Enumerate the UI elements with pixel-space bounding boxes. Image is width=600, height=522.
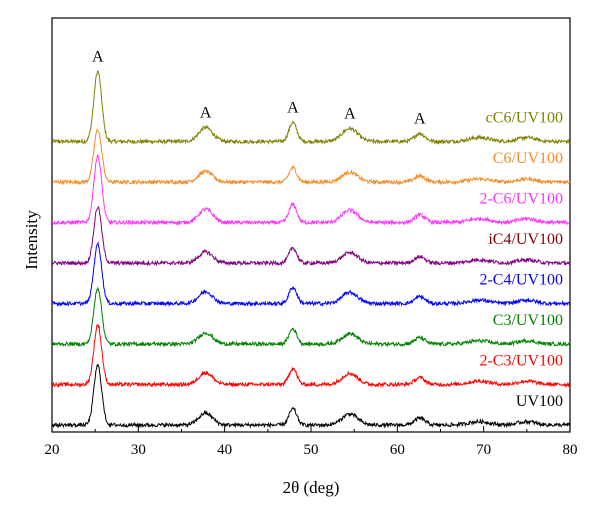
series-label: iC4/UV100	[488, 231, 563, 248]
series-label: C3/UV100	[493, 312, 563, 329]
x-tick-label: 60	[390, 442, 405, 458]
x-tick-label: 50	[304, 442, 319, 458]
series-trace	[51, 128, 571, 186]
peak-label: A	[92, 49, 104, 66]
y-axis-label: Intensity	[22, 210, 41, 270]
traces	[51, 70, 571, 429]
series-label: 2-C3/UV100	[479, 353, 563, 370]
x-tick-label: 30	[131, 442, 146, 458]
series-label: 2-C6/UV100	[479, 191, 563, 208]
peak-label: A	[200, 105, 212, 122]
x-axis-ticks: 20 30 40 50 60 70 80	[45, 426, 578, 458]
series-trace	[51, 363, 571, 429]
x-tick-label: 70	[476, 442, 491, 458]
peak-label: A	[344, 106, 356, 123]
x-tick-label: 20	[45, 442, 60, 458]
plot-frame	[51, 17, 571, 433]
series-trace	[51, 154, 570, 226]
series-label: UV100	[516, 393, 563, 410]
series-label: cC6/UV100	[486, 110, 563, 127]
series-trace	[51, 286, 571, 348]
peak-label: A	[287, 100, 299, 117]
series-labels: cC6/UV100 C6/UV100 2-C6/UV100 iC4/UV100 2-C4…	[479, 110, 563, 411]
x-tick-label: 80	[563, 442, 578, 458]
peak-label: A	[414, 111, 426, 128]
series-trace	[51, 206, 571, 267]
series-trace	[51, 324, 570, 389]
x-tick-label: 40	[217, 442, 232, 458]
x-axis-label: 2θ (deg)	[283, 478, 340, 497]
series-label: C6/UV100	[493, 150, 563, 167]
series-trace	[51, 241, 571, 308]
peak-labels: A A A A A	[92, 49, 426, 128]
series-label: 2-C4/UV100	[479, 272, 563, 289]
series-trace	[51, 70, 571, 146]
